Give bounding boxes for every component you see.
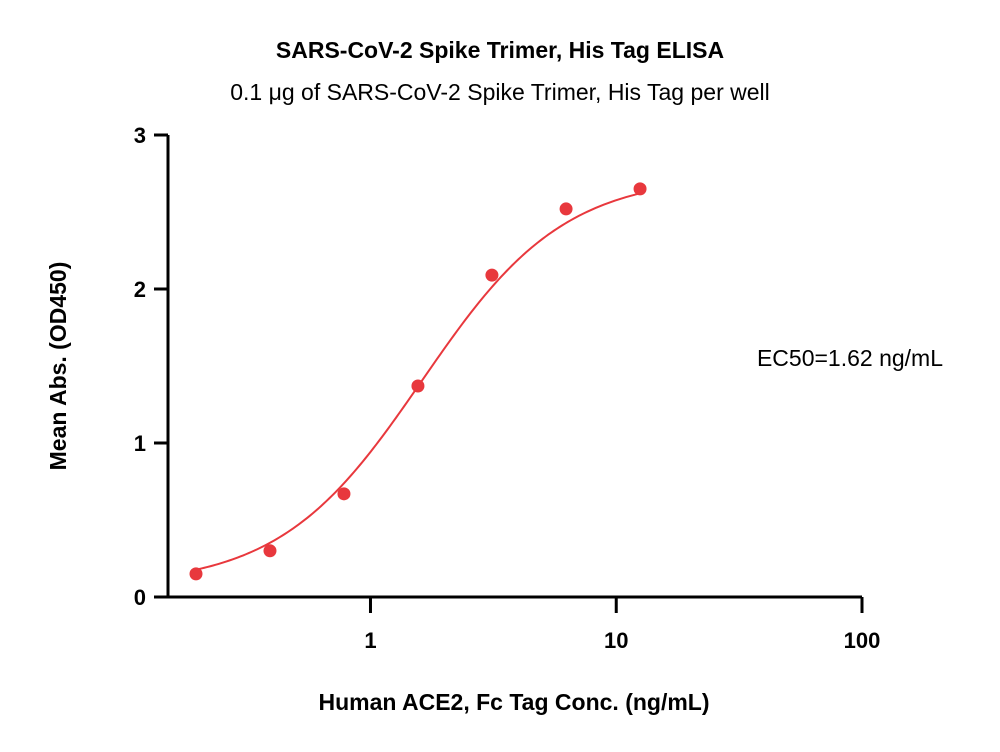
y-tick-label: 2 bbox=[134, 277, 146, 302]
chart-subtitle: 0.1 μg of SARS-CoV-2 Spike Trimer, His T… bbox=[230, 79, 770, 105]
data-point bbox=[559, 202, 573, 216]
plot-area: 0 1 2 3 1 10 100 bbox=[134, 123, 881, 653]
chart-title: SARS-CoV-2 Spike Trimer, His Tag ELISA bbox=[276, 37, 724, 63]
y-tick-label: 1 bbox=[134, 431, 146, 456]
y-tick-label: 0 bbox=[134, 585, 146, 610]
x-tick-label: 100 bbox=[844, 628, 881, 653]
x-tick-label: 1 bbox=[364, 628, 376, 653]
data-point bbox=[337, 487, 351, 501]
data-point bbox=[633, 182, 647, 196]
ec50-annotation: EC50=1.62 ng/mL bbox=[757, 345, 943, 371]
data-point bbox=[263, 544, 277, 558]
data-point bbox=[189, 567, 203, 581]
y-axis-label: Mean Abs. (OD450) bbox=[45, 262, 71, 471]
data-point bbox=[411, 379, 425, 393]
x-tick-label: 10 bbox=[604, 628, 628, 653]
x-axis-label: Human ACE2, Fc Tag Conc. (ng/mL) bbox=[318, 689, 709, 715]
data-point bbox=[485, 268, 499, 282]
y-tick-label: 3 bbox=[134, 123, 146, 148]
